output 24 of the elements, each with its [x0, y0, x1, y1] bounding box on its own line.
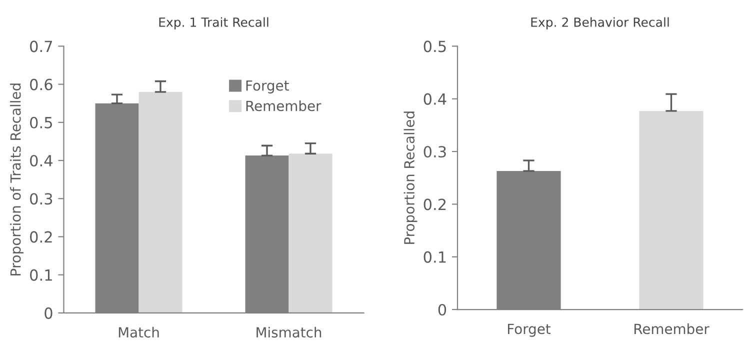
x-tick-label: Match — [118, 326, 159, 338]
y-axis-title: Proportion Recalled — [404, 112, 418, 244]
chart-title: Exp. 2 Behavior Recall — [531, 17, 669, 30]
y-tick-label: 0 — [44, 307, 52, 319]
x-tick-label: Mismatch — [256, 326, 322, 338]
y-tick-label: 0.4 — [424, 93, 446, 105]
y-tick-label: 0.3 — [30, 193, 52, 205]
legend-label: Forget — [246, 80, 289, 94]
y-tick-label: 0.6 — [30, 78, 52, 90]
y-tick-label: 0.7 — [30, 40, 52, 52]
y-tick-label: 0.5 — [30, 116, 52, 128]
chart-title: Exp. 1 Trait Recall — [159, 17, 268, 30]
y-tick-label: 0.1 — [30, 269, 52, 281]
legend-label: Remember — [246, 100, 322, 112]
x-tick-label: Forget — [508, 324, 551, 337]
y-tick-label: 0.5 — [424, 40, 446, 52]
y-tick-label: 0.3 — [424, 146, 446, 158]
y-tick-label: 0.1 — [424, 251, 446, 263]
y-axis-title: Proportion of Traits Recalled — [10, 84, 24, 276]
x-tick-label: Remember — [634, 323, 710, 334]
y-tick-label: 0.2 — [424, 198, 446, 210]
y-tick-label: 0.2 — [30, 231, 52, 243]
y-tick-label: 0.4 — [30, 154, 52, 167]
y-tick-label: 0 — [438, 304, 446, 316]
